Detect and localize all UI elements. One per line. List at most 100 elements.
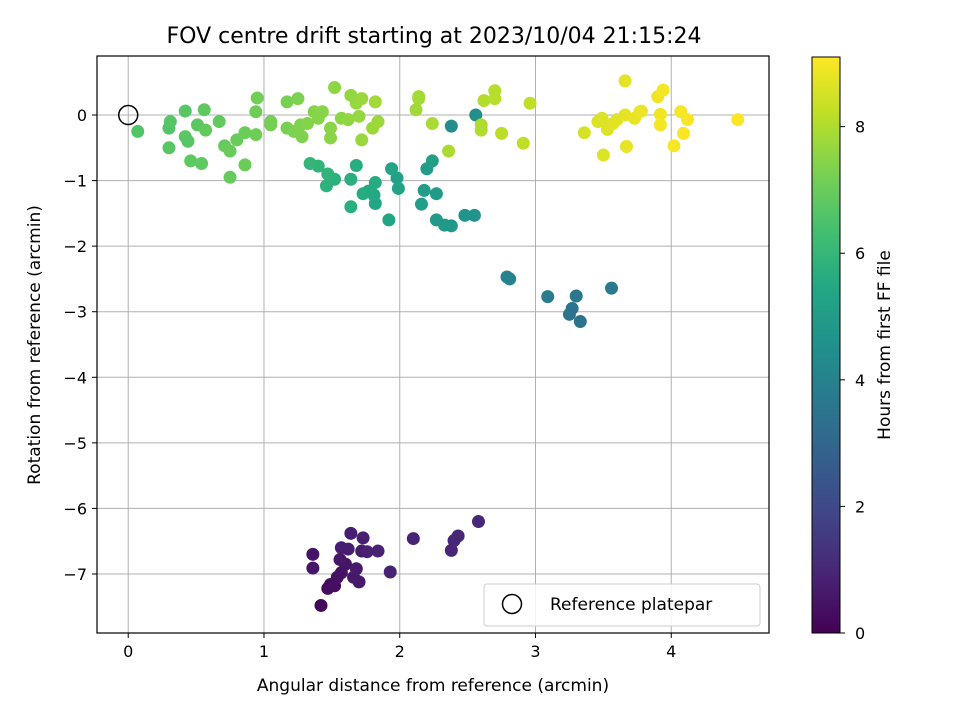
data-point xyxy=(249,105,263,119)
data-point xyxy=(303,157,317,171)
data-point xyxy=(417,183,431,197)
data-point xyxy=(197,103,211,117)
grid xyxy=(97,56,769,633)
data-point xyxy=(458,208,472,222)
data-point xyxy=(355,92,369,106)
legend-entry-reference: Reference platepar xyxy=(550,595,712,615)
data-point xyxy=(344,172,358,186)
data-point xyxy=(264,118,278,132)
reference-platepar-marker xyxy=(117,104,139,126)
y-tick-label: 0 xyxy=(77,106,87,125)
colorbar-tick-label: 8 xyxy=(855,118,865,137)
data-point xyxy=(295,130,309,144)
data-point xyxy=(495,126,509,140)
data-point xyxy=(352,109,366,123)
y-tick-label: −1 xyxy=(63,172,87,191)
data-point xyxy=(199,123,213,137)
y-tick-label: −3 xyxy=(63,303,87,322)
x-tick-label: 1 xyxy=(259,642,269,661)
data-point xyxy=(162,141,176,155)
data-point xyxy=(321,167,335,181)
data-point xyxy=(334,541,348,555)
data-point xyxy=(467,208,481,222)
data-point xyxy=(451,529,465,543)
reference-marker-layer xyxy=(117,104,139,126)
data-point xyxy=(516,136,530,150)
data-point xyxy=(250,91,264,105)
data-point xyxy=(442,144,456,158)
data-point xyxy=(280,95,294,109)
data-point xyxy=(541,290,555,304)
y-tick-label: −2 xyxy=(63,237,87,256)
data-point xyxy=(731,113,745,127)
data-point xyxy=(414,197,428,211)
y-tick-label: −6 xyxy=(63,499,87,518)
data-point xyxy=(385,162,399,176)
x-tick-label: 3 xyxy=(530,642,540,661)
data-point xyxy=(618,74,632,88)
data-point xyxy=(344,526,358,540)
legend: Reference platepar xyxy=(483,583,761,627)
plot-frame xyxy=(96,55,770,634)
colorbar-tick-label: 4 xyxy=(855,371,865,390)
colorbar-label: Hours from first FF file xyxy=(875,250,895,440)
data-point xyxy=(562,307,576,321)
data-point xyxy=(429,213,443,227)
data-point xyxy=(667,139,681,153)
data-point xyxy=(595,111,609,125)
data-point xyxy=(324,121,338,135)
x-tick-label: 0 xyxy=(123,642,133,661)
data-point xyxy=(619,139,633,153)
data-points xyxy=(131,74,745,612)
data-point xyxy=(238,158,252,172)
data-point xyxy=(306,561,320,575)
data-point xyxy=(349,562,363,576)
data-point xyxy=(184,154,198,168)
data-point xyxy=(596,148,610,162)
data-point xyxy=(383,565,397,579)
data-point xyxy=(371,115,385,129)
x-tick-label: 2 xyxy=(395,642,405,661)
data-point xyxy=(238,126,252,140)
data-point xyxy=(425,117,439,131)
data-point xyxy=(314,598,328,612)
legend-marker-reference xyxy=(501,593,523,615)
data-point xyxy=(425,154,439,168)
x-axis-ticks: 0 1 2 3 4 xyxy=(123,633,676,661)
data-point xyxy=(163,115,177,129)
data-point xyxy=(368,95,382,109)
data-point xyxy=(681,113,695,127)
data-point xyxy=(360,545,374,559)
y-tick-label: −5 xyxy=(63,434,87,453)
colorbar-frame xyxy=(811,56,841,634)
data-point xyxy=(333,553,347,567)
data-point xyxy=(577,126,591,140)
colorbar-tick-label: 2 xyxy=(855,497,865,516)
data-point xyxy=(181,134,195,148)
data-point xyxy=(477,94,491,108)
colorbar-ticks: 0 2 4 6 8 xyxy=(840,118,865,643)
data-point xyxy=(341,113,355,127)
data-point xyxy=(382,213,396,227)
data-point xyxy=(291,92,305,106)
data-point xyxy=(656,83,670,97)
colorbar-tick-label: 0 xyxy=(855,624,865,643)
data-point xyxy=(355,133,369,147)
data-point xyxy=(409,103,423,117)
data-point xyxy=(474,123,488,137)
data-point xyxy=(605,281,619,295)
data-point xyxy=(249,128,263,142)
data-point xyxy=(352,575,366,589)
data-point xyxy=(195,157,209,171)
data-point xyxy=(391,181,405,195)
legend-box xyxy=(483,583,761,627)
x-axis-label: Angular distance from reference (arcmin) xyxy=(257,676,609,696)
data-point xyxy=(471,515,485,529)
data-point xyxy=(634,104,648,118)
data-point xyxy=(356,187,370,201)
data-point xyxy=(356,531,370,545)
data-point xyxy=(523,96,537,110)
data-point xyxy=(469,108,483,122)
data-point xyxy=(569,289,583,303)
